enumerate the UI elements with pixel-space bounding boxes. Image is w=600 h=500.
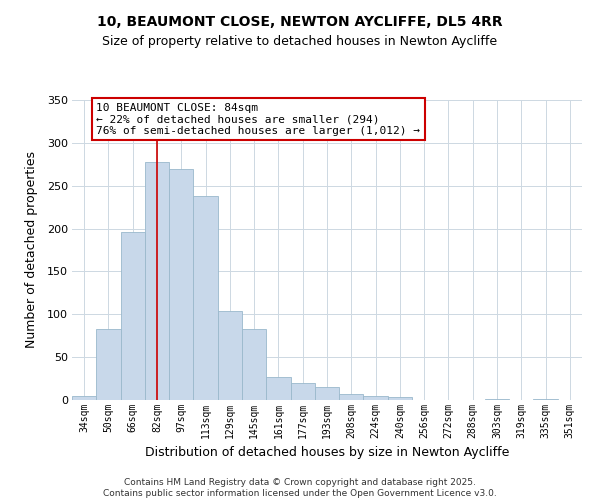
Text: Contains HM Land Registry data © Crown copyright and database right 2025.
Contai: Contains HM Land Registry data © Crown c… bbox=[103, 478, 497, 498]
Bar bbox=[72, 396, 96, 400]
Text: 10, BEAUMONT CLOSE, NEWTON AYCLIFFE, DL5 4RR: 10, BEAUMONT CLOSE, NEWTON AYCLIFFE, DL5… bbox=[97, 15, 503, 29]
Bar bbox=[388, 398, 412, 400]
Bar bbox=[315, 387, 339, 400]
Bar bbox=[533, 399, 558, 400]
Text: Size of property relative to detached houses in Newton Aycliffe: Size of property relative to detached ho… bbox=[103, 35, 497, 48]
X-axis label: Distribution of detached houses by size in Newton Aycliffe: Distribution of detached houses by size … bbox=[145, 446, 509, 460]
Bar bbox=[485, 399, 509, 400]
Bar bbox=[145, 162, 169, 400]
Bar bbox=[96, 329, 121, 400]
Bar bbox=[121, 232, 145, 400]
Bar bbox=[218, 311, 242, 400]
Bar bbox=[242, 329, 266, 400]
Bar bbox=[339, 394, 364, 400]
Y-axis label: Number of detached properties: Number of detached properties bbox=[25, 152, 38, 348]
Bar bbox=[266, 377, 290, 400]
Bar bbox=[169, 168, 193, 400]
Text: 10 BEAUMONT CLOSE: 84sqm
← 22% of detached houses are smaller (294)
76% of semi-: 10 BEAUMONT CLOSE: 84sqm ← 22% of detach… bbox=[96, 102, 420, 136]
Bar bbox=[193, 196, 218, 400]
Bar bbox=[290, 383, 315, 400]
Bar bbox=[364, 396, 388, 400]
